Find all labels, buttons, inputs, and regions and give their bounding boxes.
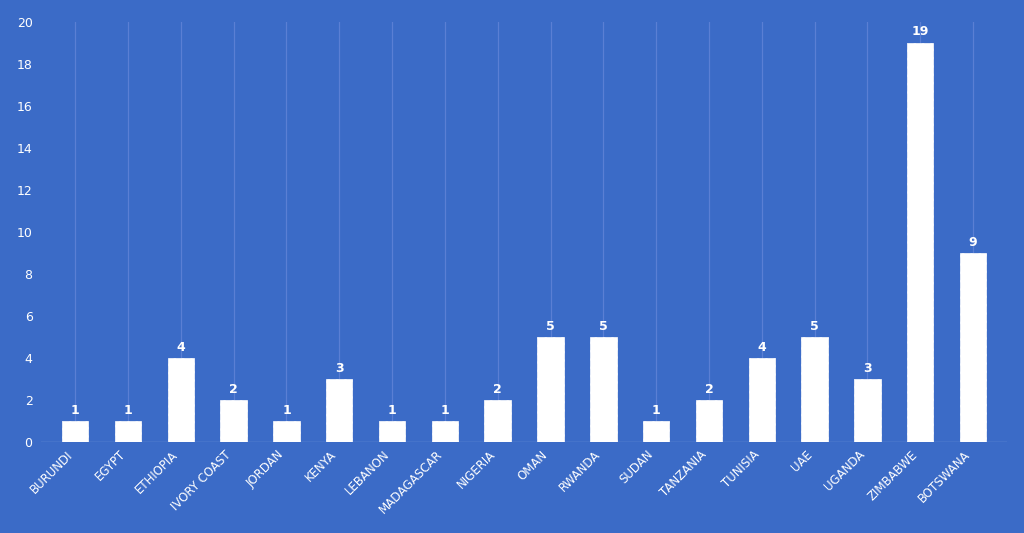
Bar xyxy=(590,337,616,442)
Text: 1: 1 xyxy=(282,404,291,417)
Bar xyxy=(273,422,300,442)
Bar xyxy=(907,43,934,442)
Text: 5: 5 xyxy=(546,320,555,333)
Bar xyxy=(62,422,88,442)
Bar xyxy=(749,358,775,442)
Text: 3: 3 xyxy=(863,362,871,375)
Text: 4: 4 xyxy=(176,341,185,354)
Text: 5: 5 xyxy=(599,320,607,333)
Bar xyxy=(538,337,564,442)
Bar xyxy=(168,358,194,442)
Bar xyxy=(220,400,247,442)
Text: 2: 2 xyxy=(705,383,714,396)
Text: 1: 1 xyxy=(388,404,396,417)
Text: 2: 2 xyxy=(494,383,502,396)
Bar xyxy=(326,379,352,442)
Text: 2: 2 xyxy=(229,383,238,396)
Text: 4: 4 xyxy=(758,341,766,354)
Bar xyxy=(432,422,458,442)
Text: 5: 5 xyxy=(810,320,819,333)
Text: 19: 19 xyxy=(911,26,929,38)
Text: 1: 1 xyxy=(651,404,660,417)
Text: 3: 3 xyxy=(335,362,344,375)
Bar xyxy=(115,422,141,442)
Text: 1: 1 xyxy=(124,404,132,417)
Bar xyxy=(802,337,827,442)
Bar xyxy=(695,400,722,442)
Bar xyxy=(643,422,670,442)
Text: 1: 1 xyxy=(440,404,450,417)
Text: 9: 9 xyxy=(969,236,977,249)
Bar xyxy=(484,400,511,442)
Bar xyxy=(379,422,406,442)
Text: 1: 1 xyxy=(71,404,80,417)
Bar xyxy=(854,379,881,442)
Bar xyxy=(959,253,986,442)
